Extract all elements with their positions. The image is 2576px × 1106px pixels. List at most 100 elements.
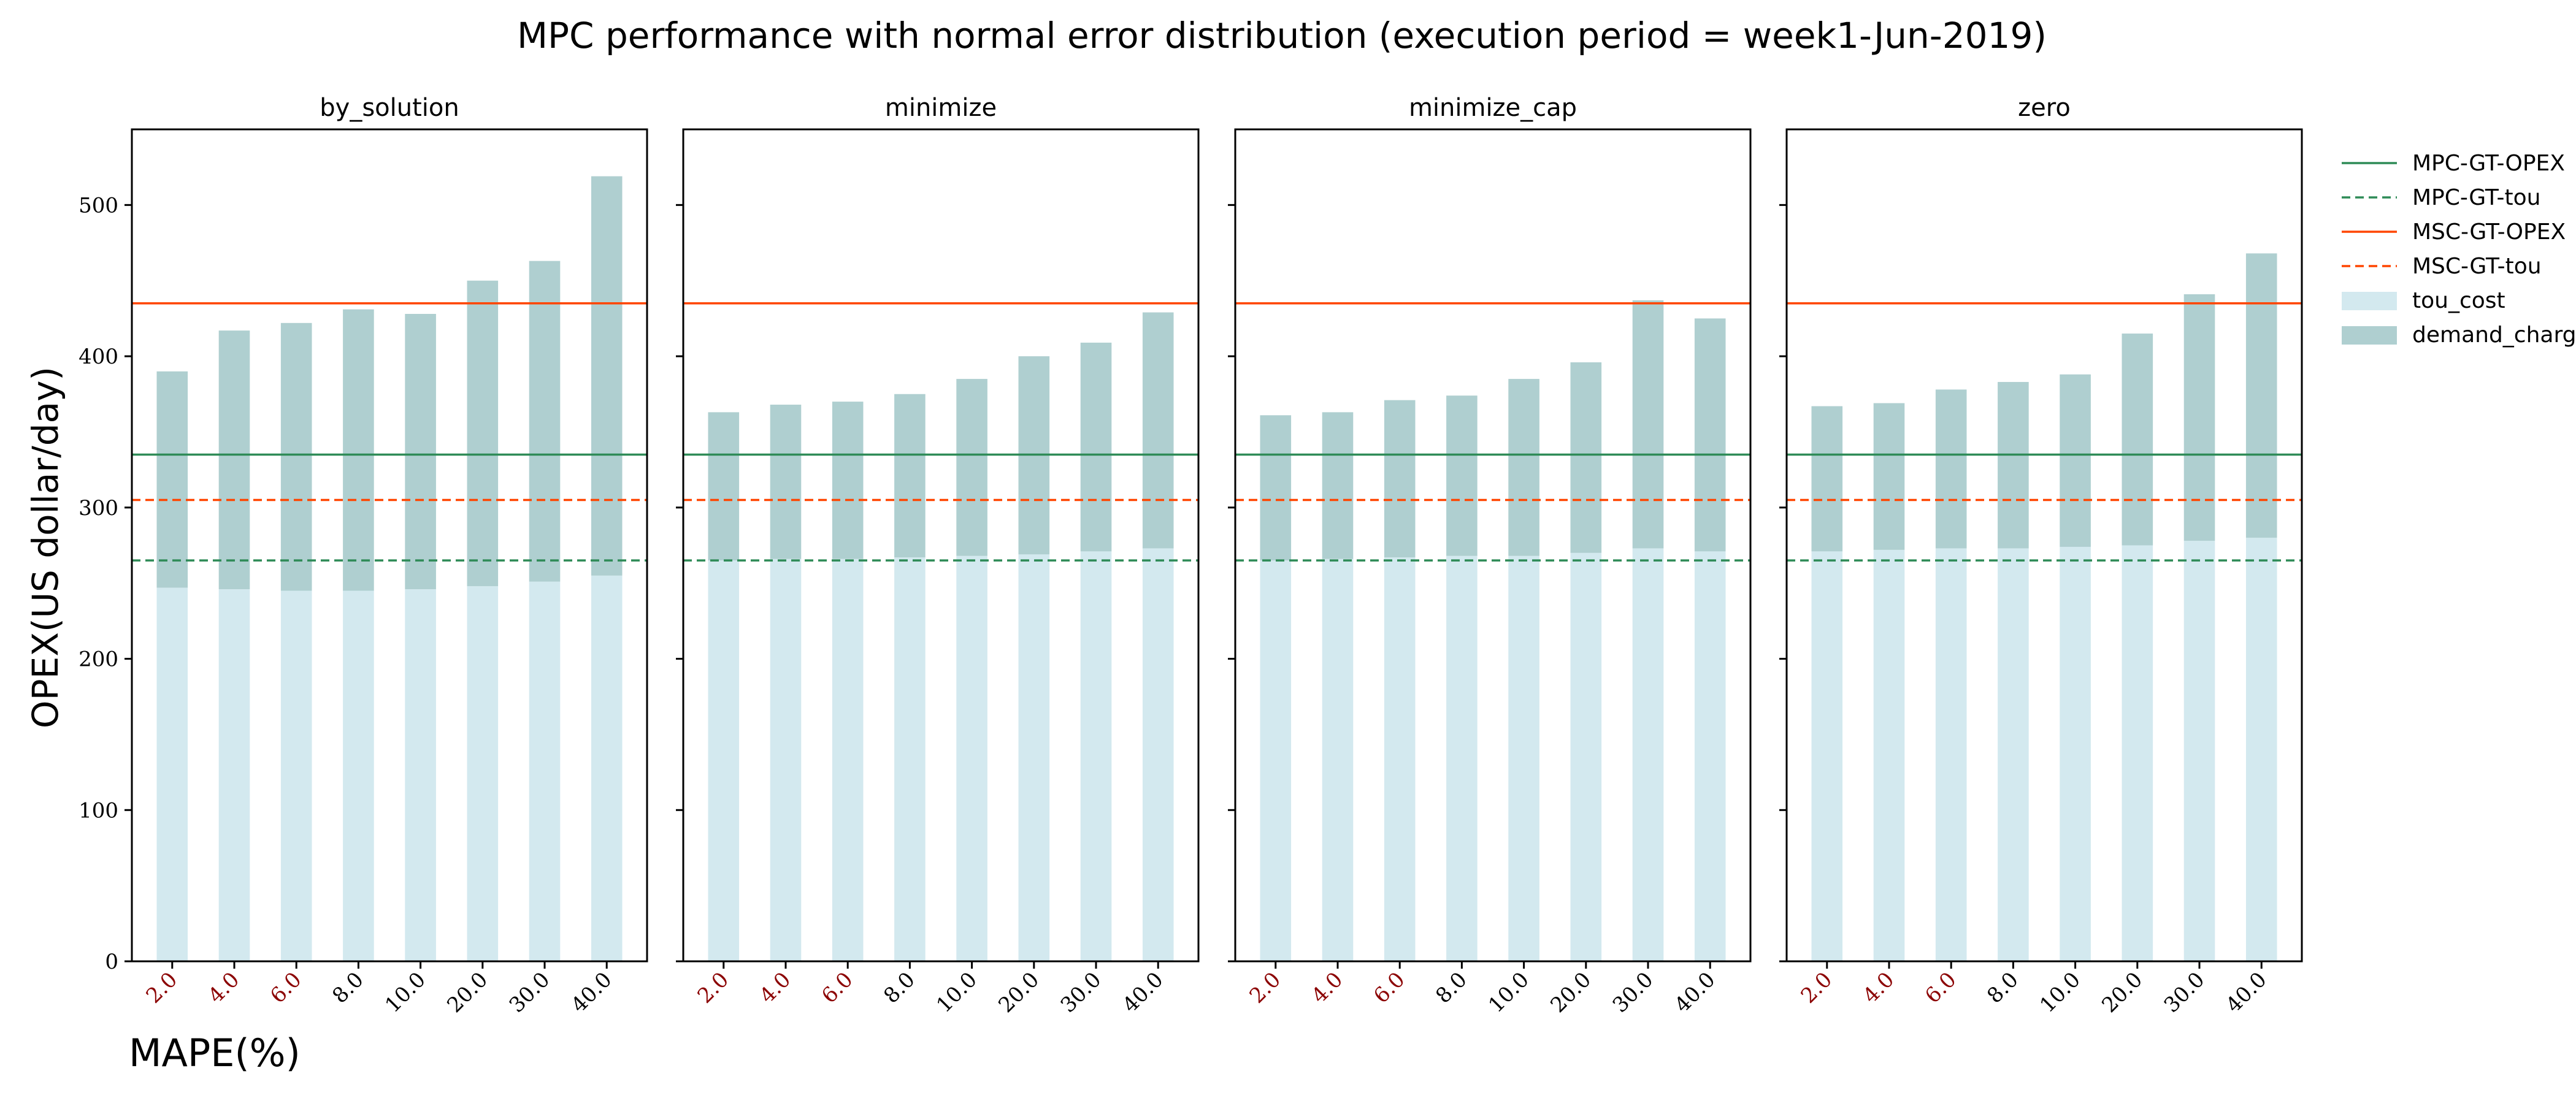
bar-demand-charge [405,314,436,590]
bar-demand-charge [770,405,802,559]
plot-frame [1785,128,2303,963]
bar-demand-charge [1998,382,2029,549]
bar-tou-cost [1694,551,1726,961]
bar-demand-charge [1811,406,1843,552]
bar-tou-cost [1384,557,1416,961]
bar-tou-cost [1811,551,1843,961]
bar-tou-cost [1508,555,1539,961]
legend-entry: MPC-GT-OPEX [2342,151,2565,176]
bar-tou-cost [708,560,740,961]
legend: MPC-GT-OPEX MPC-GT-tou MSC-GT-OPEX MSC-GT-t… [2342,151,2576,348]
x-axis-label: MAPE(%) [129,1031,301,1075]
bar-tou-cost [467,586,499,961]
bar-demand-charge [956,379,987,556]
bar-demand-charge [894,394,926,558]
bar-demand-charge [591,176,623,576]
legend-label: MSC-GT-OPEX [2412,219,2566,245]
bar-tou-cost [956,555,987,961]
bar-tou-cost [218,589,250,961]
bar-demand-charge [708,412,740,561]
chart-title: MPC performance with normal error distri… [517,15,2047,56]
legend-label: demand_charge [2412,322,2576,348]
bar-tou-cost [156,587,188,961]
legend-entry: MPC-GT-tou [2342,185,2540,210]
legend-swatch-patch [2342,292,2397,310]
bar-demand-charge [1935,389,1967,549]
bar-tou-cost [405,589,436,961]
bar-demand-charge [1694,318,1726,552]
y-tick-label: 500 [79,193,118,218]
bar-tou-cost [2183,541,2215,961]
legend-label: MSC-GT-tou [2412,254,2542,279]
bar-demand-charge [218,330,250,590]
panel-title: zero [2018,94,2071,122]
y-tick-label: 400 [79,345,118,369]
plot-frame [131,128,648,963]
plot-frame [682,128,1200,963]
y-tick-label: 300 [79,496,118,521]
bar-demand-charge [467,280,499,587]
bar-tou-cost [1322,559,1354,961]
bar-tou-cost [1935,548,1967,961]
bar-demand-charge [1446,395,1478,556]
bar-tou-cost [343,590,374,961]
bar-tou-cost [591,575,623,961]
bar-tou-cost [1260,560,1292,961]
bar-demand-charge [1322,412,1354,559]
bar-demand-charge [1260,415,1292,561]
bar-tou-cost [529,581,561,961]
legend-entry: demand_charge [2342,322,2576,348]
bar-tou-cost [1446,555,1478,961]
bar-demand-charge [156,371,188,588]
bar-demand-charge [1873,403,1905,550]
bar-demand-charge [1508,379,1539,556]
bar-tou-cost [894,557,926,961]
panel-title: minimize_cap [1409,94,1577,122]
bar-tou-cost [1142,548,1174,961]
bar-demand-charge [529,261,561,582]
legend-label: MPC-GT-OPEX [2412,151,2565,176]
bar-demand-charge [2060,374,2091,547]
bar-demand-charge [1632,300,1664,549]
bar-demand-charge [343,309,374,591]
bar-demand-charge [280,322,312,591]
plot-frame [1234,128,1752,963]
bar-tou-cost [1570,552,1602,961]
legend-entry: MSC-GT-OPEX [2342,219,2566,245]
bar-tou-cost [1632,548,1664,961]
legend-label: MPC-GT-tou [2412,185,2540,210]
bar-demand-charge [832,402,864,559]
bar-tou-cost [2245,538,2277,961]
bar-tou-cost [280,590,312,961]
y-tick-label: 100 [79,798,118,823]
bar-tou-cost [1873,549,1905,961]
bar-tou-cost [1998,548,2029,961]
legend-entry: tou_cost [2342,288,2505,313]
bar-demand-charge [1142,312,1174,549]
bar-tou-cost [1080,551,1112,961]
panel-title: by_solution [320,94,459,122]
bar-tou-cost [2060,546,2091,961]
legend-swatch-patch [2342,326,2397,345]
bar-demand-charge [2122,334,2153,546]
y-axis-label: OPEX(US dollar/day) [25,367,66,728]
panel-title: minimize [885,94,997,122]
bar-tou-cost [1018,554,1050,961]
bar-tou-cost [770,559,802,961]
legend-label: tou_cost [2412,288,2505,313]
bar-demand-charge [1080,342,1112,552]
bar-demand-charge [2245,253,2277,538]
bar-demand-charge [1384,400,1416,558]
bar-tou-cost [832,559,864,961]
y-tick-label: 0 [105,950,118,974]
bar-demand-charge [1570,362,1602,553]
y-tick-label: 200 [79,647,118,672]
bar-demand-charge [2183,294,2215,541]
legend-entry: MSC-GT-tou [2342,254,2542,279]
bar-tou-cost [2122,545,2153,961]
